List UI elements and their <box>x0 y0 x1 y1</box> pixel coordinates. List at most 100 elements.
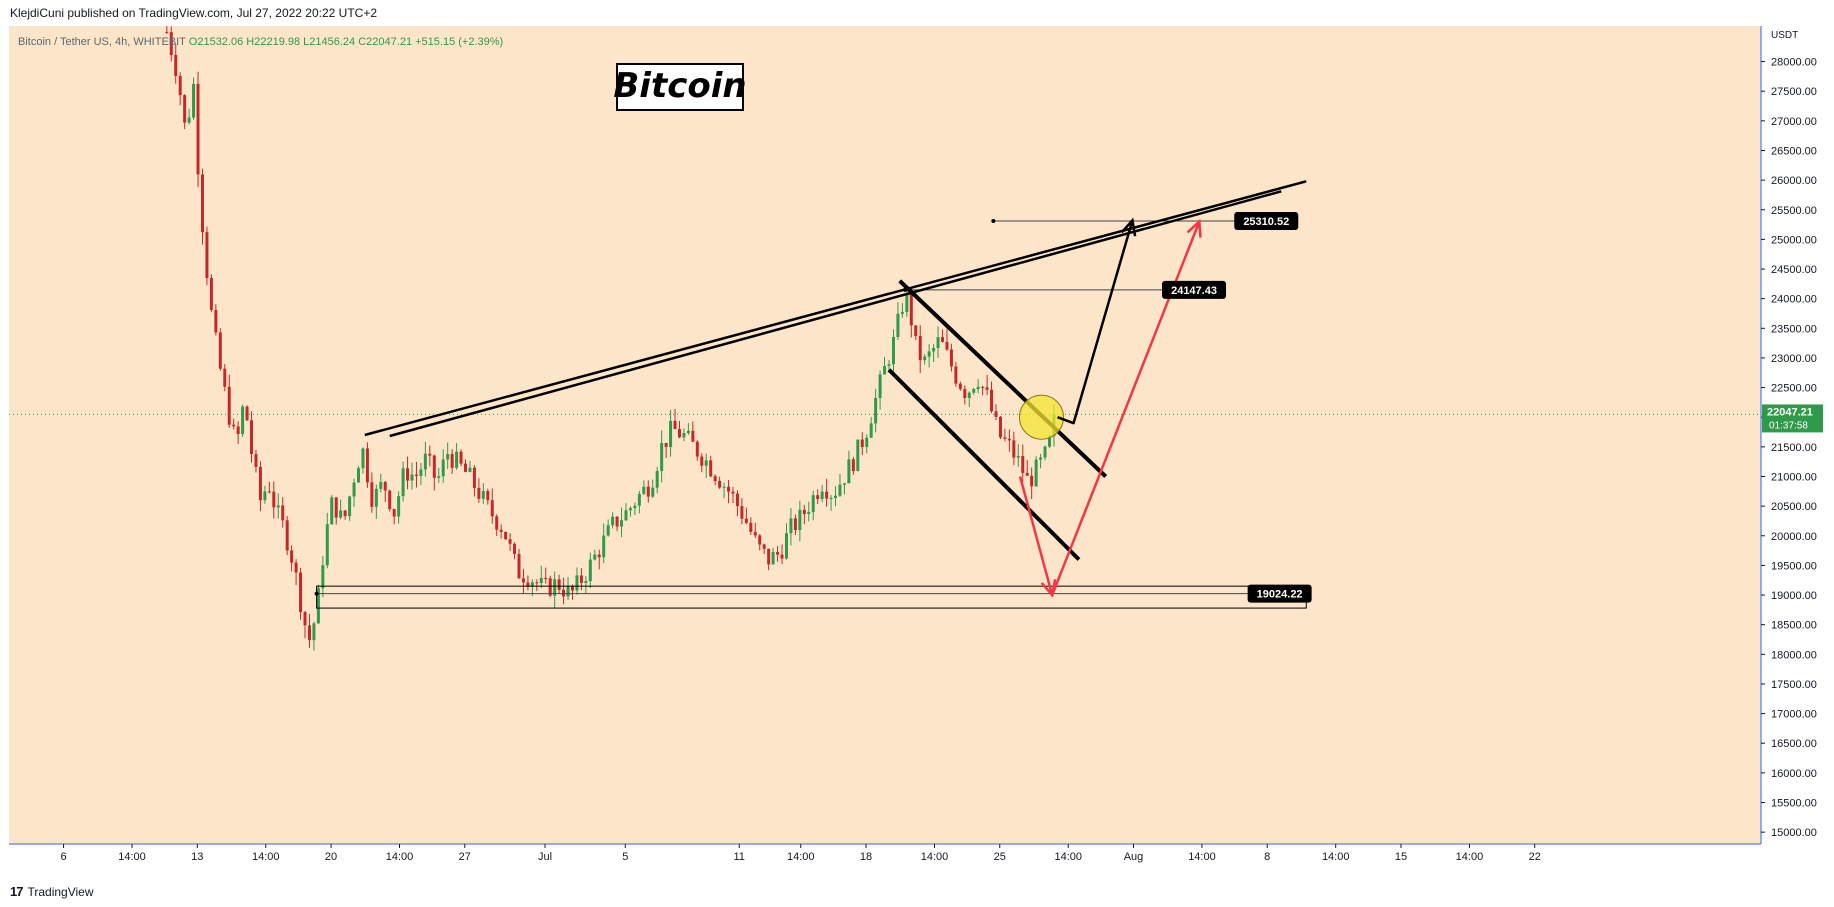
level-anchor <box>991 218 996 223</box>
candle-body <box>588 559 592 582</box>
time-axis-panel[interactable] <box>9 844 1761 875</box>
candle-body <box>535 582 539 584</box>
candle-body <box>695 441 699 457</box>
y-tick-label: 21000.00 <box>1771 471 1817 483</box>
candle-body <box>539 578 543 583</box>
candle-body <box>334 497 338 518</box>
x-tick-label: 14:00 <box>118 851 146 863</box>
rising-resistance-line[interactable] <box>389 190 1282 438</box>
y-tick-label: 15500.00 <box>1771 798 1817 810</box>
candle-body <box>214 309 218 333</box>
candle-body <box>263 491 267 501</box>
candle-body <box>428 453 432 456</box>
candle-body <box>624 510 628 521</box>
bullish-projection-path[interactable] <box>1057 220 1134 425</box>
bar-countdown-label: 01:37:58 <box>1769 420 1808 431</box>
x-tick-label: 14:00 <box>787 851 815 863</box>
channel-lower-line[interactable] <box>887 368 1081 561</box>
y-tick-label: 18000.00 <box>1771 649 1817 661</box>
candle-body <box>784 533 788 559</box>
candle-body <box>570 586 574 591</box>
candle-body <box>267 491 271 493</box>
candle-body <box>834 495 838 498</box>
title-box[interactable] <box>616 63 744 111</box>
candle-body <box>477 487 481 499</box>
y-tick-label: 21500.00 <box>1771 442 1817 454</box>
candle-body <box>401 468 405 497</box>
candle-body <box>321 565 325 589</box>
candle-body <box>530 582 534 587</box>
candle-body <box>735 493 739 507</box>
candle-body <box>223 368 227 387</box>
candle-body <box>691 430 695 442</box>
y-tick-label: 16000.00 <box>1771 768 1817 780</box>
candle-body <box>481 491 485 499</box>
legend-high: H22219.98 <box>246 36 301 48</box>
candle-body <box>290 550 294 563</box>
candle-body <box>682 433 686 438</box>
candle-body <box>472 467 476 488</box>
candle-body <box>1039 457 1043 460</box>
x-tick-label: 20 <box>325 851 337 863</box>
candle-body <box>1007 438 1011 441</box>
projection-arrow-head <box>1040 579 1057 598</box>
x-tick-label: 25 <box>994 851 1006 863</box>
candle-body <box>1003 437 1007 439</box>
level-anchor <box>314 591 319 596</box>
candle-body <box>575 575 579 591</box>
channel-upper-line[interactable] <box>898 279 1108 478</box>
candle-body <box>704 460 708 466</box>
candle-body <box>232 424 236 427</box>
candle-body <box>276 505 280 508</box>
candle-body <box>557 579 561 590</box>
candle-body <box>869 423 873 438</box>
y-tick-label: 26000.00 <box>1771 175 1817 187</box>
candle-body <box>655 470 659 488</box>
breakout-highlight-circle[interactable] <box>1018 394 1064 440</box>
y-tick-label: 22500.00 <box>1771 383 1817 395</box>
candle-body <box>633 505 637 509</box>
candle-body <box>713 476 717 481</box>
candle-body <box>842 483 846 485</box>
support-zone[interactable] <box>316 585 1307 609</box>
last-price-badge <box>1762 404 1823 433</box>
candle-body <box>802 509 806 514</box>
candle-body <box>883 366 887 375</box>
candle-body <box>597 554 601 558</box>
x-tick-label: 5 <box>622 851 628 863</box>
price-axis-panel[interactable] <box>1761 26 1823 875</box>
candle-body <box>749 522 753 532</box>
candle-body <box>441 459 445 477</box>
tradingview-logo[interactable]: 17 TradingView <box>10 884 94 899</box>
y-tick-label: 16500.00 <box>1771 738 1817 750</box>
candle-body <box>847 459 851 484</box>
candle-body <box>584 581 588 583</box>
candle-body <box>330 497 334 525</box>
candle-body <box>562 589 566 597</box>
candle-body <box>718 480 722 488</box>
candle-body <box>998 416 1002 438</box>
price-chart[interactable]: USDT 15000.00 15500.00 16000.00 16500.00 1700… <box>9 26 1823 875</box>
candle-body <box>397 496 401 517</box>
chart-pane[interactable]: USDT 15000.00 15500.00 16000.00 16500.00 1700… <box>9 26 1823 875</box>
y-tick-label: 25000.00 <box>1771 234 1817 246</box>
candle-body <box>642 486 646 494</box>
candle-body <box>169 32 173 55</box>
candle-body <box>1030 475 1034 487</box>
candle-body <box>258 466 262 501</box>
candle-body <box>343 510 347 517</box>
candle-body <box>620 520 624 527</box>
candle-body <box>945 341 949 350</box>
rising-resistance-line[interactable] <box>364 180 1307 437</box>
y-tick-label: 27000.00 <box>1771 116 1817 128</box>
candle-body <box>611 516 615 526</box>
y-tick-label: 23000.00 <box>1771 353 1817 365</box>
legend-open: O21532.06 <box>188 36 244 48</box>
projection-arrow-head <box>1186 218 1202 238</box>
candle-body <box>553 579 557 596</box>
candle-body <box>205 232 209 279</box>
candle-body <box>468 467 472 472</box>
candle-body <box>646 486 650 497</box>
candle-body <box>1016 456 1020 458</box>
candle-body <box>660 443 664 471</box>
